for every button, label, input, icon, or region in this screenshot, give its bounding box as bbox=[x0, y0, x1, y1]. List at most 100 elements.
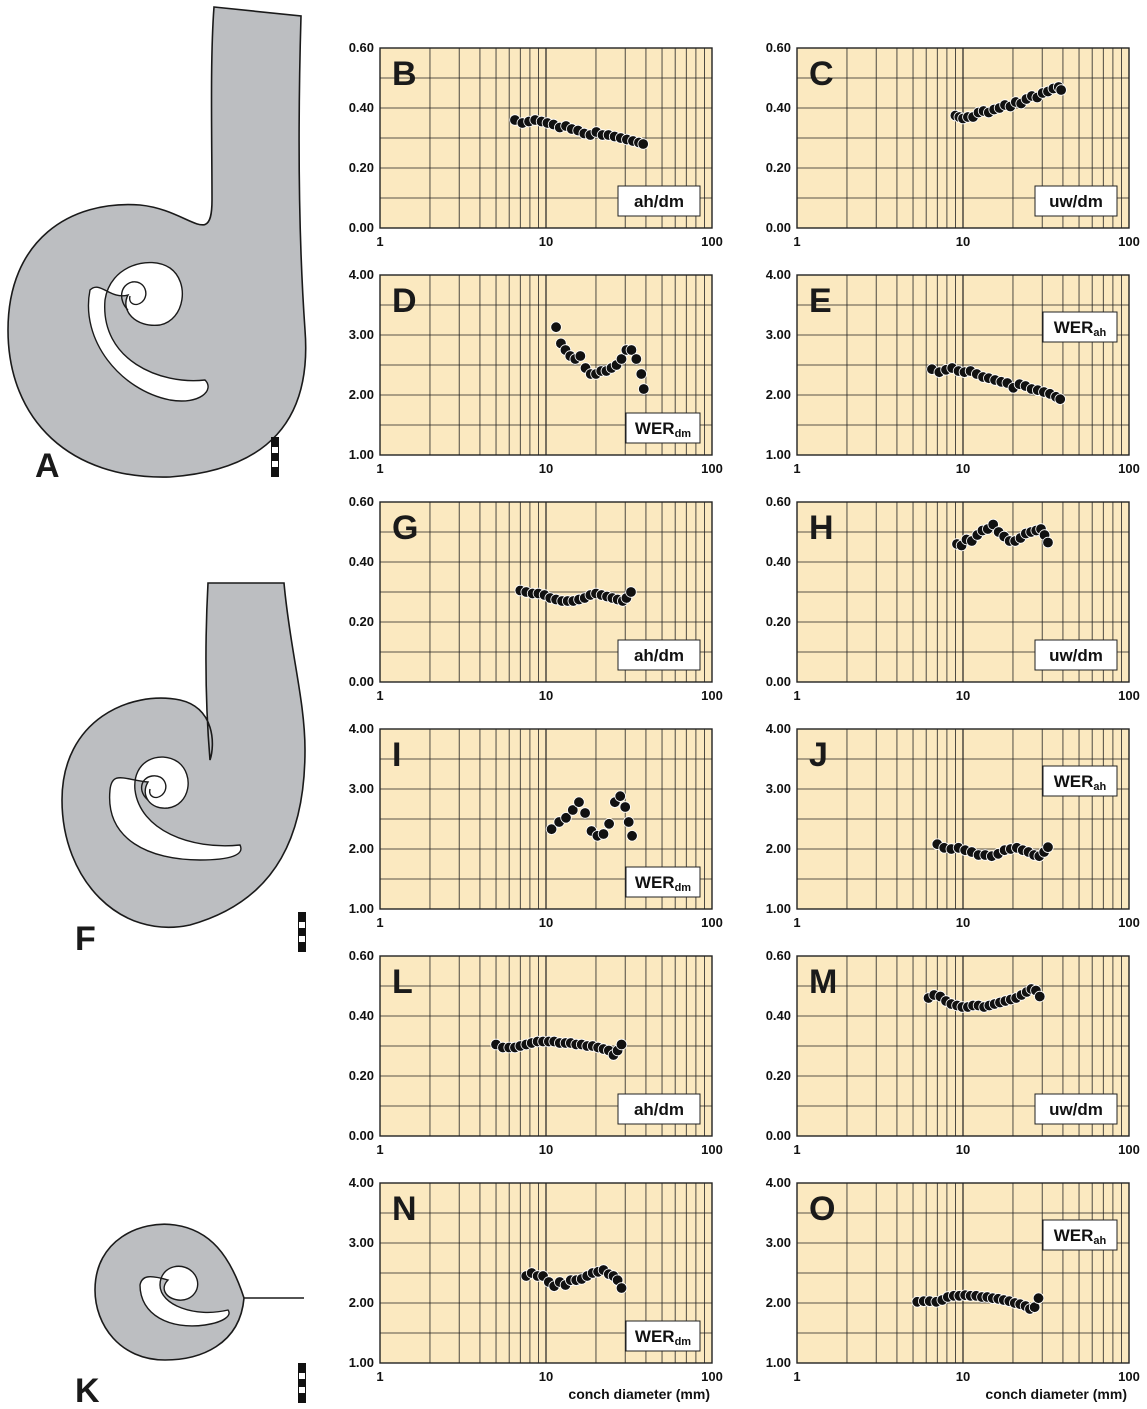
y-tick-label: 1.00 bbox=[349, 1355, 374, 1370]
y-tick-label: 0.20 bbox=[766, 614, 791, 629]
x-tick-label: 10 bbox=[539, 915, 553, 930]
data-point bbox=[574, 350, 587, 362]
data-point bbox=[638, 383, 650, 395]
data-point bbox=[615, 353, 628, 365]
panel-e: 1.00 2.00 3.00 4.00 1 10 100 E WERah bbox=[766, 267, 1140, 476]
x-tick-label: 100 bbox=[701, 234, 723, 249]
data-point bbox=[550, 321, 562, 333]
y-tick-label: 3.00 bbox=[766, 327, 791, 342]
y-tick-label: 4.00 bbox=[766, 267, 791, 282]
y-tick-label: 2.00 bbox=[766, 387, 791, 402]
shell-a-outer bbox=[7, 6, 307, 478]
panel-letter: O bbox=[809, 1190, 835, 1228]
data-point bbox=[567, 804, 579, 816]
specimen-label-k: K bbox=[75, 1372, 100, 1409]
ratio-label: WERdm bbox=[635, 873, 691, 894]
data-point bbox=[625, 344, 638, 356]
shell-a-umbilicus bbox=[87, 261, 209, 402]
panel-letter: C bbox=[809, 55, 834, 93]
y-tick-label: 2.00 bbox=[766, 1295, 791, 1310]
ratio-label-box bbox=[1034, 639, 1118, 671]
y-tick-label: 0.40 bbox=[349, 100, 374, 115]
data-point bbox=[1034, 990, 1046, 1003]
data-point bbox=[1055, 84, 1067, 96]
ratio-label-box bbox=[617, 185, 701, 217]
data-point bbox=[1042, 536, 1054, 549]
panel-j: 1.00 2.00 3.00 4.00 1 10 100 J WERah bbox=[766, 721, 1140, 930]
y-tick-label: 2.00 bbox=[349, 387, 374, 402]
panel-letter: J bbox=[809, 736, 828, 774]
plot-frame bbox=[796, 501, 1130, 683]
panel-n: 1.00 2.00 3.00 4.00 1 10 100 conch diameter (mm… bbox=[349, 1175, 723, 1402]
x-tick-label: 100 bbox=[1118, 234, 1140, 249]
x-tick-label: 10 bbox=[539, 1142, 553, 1157]
charts-group: 0.00 0.20 0.40 0.60 1 10 100 Bah/dm 0.00 0.20 0.40… bbox=[349, 40, 1140, 1402]
shell-drawing-f bbox=[61, 582, 306, 929]
x-tick-label: 10 bbox=[539, 688, 553, 703]
y-tick-label: 0.20 bbox=[349, 614, 374, 629]
y-tick-label: 0.00 bbox=[349, 220, 374, 235]
panel-letter: L bbox=[392, 963, 413, 1001]
y-tick-label: 0.20 bbox=[766, 1068, 791, 1083]
x-tick-label: 10 bbox=[956, 1369, 970, 1384]
x-tick-label: 100 bbox=[701, 915, 723, 930]
y-tick-label: 0.00 bbox=[349, 674, 374, 689]
y-tick-label: 0.40 bbox=[349, 1008, 374, 1023]
y-tick-label: 3.00 bbox=[349, 781, 374, 796]
data-point bbox=[615, 1282, 628, 1294]
plot-frame bbox=[796, 274, 1130, 456]
x-tick-label: 10 bbox=[956, 915, 970, 930]
data-point bbox=[579, 807, 591, 819]
plot-frame bbox=[796, 47, 1130, 229]
data-point bbox=[560, 812, 572, 824]
x-tick-label: 100 bbox=[1118, 915, 1140, 930]
panel-c: 0.00 0.20 0.40 0.60 1 10 100 Cuw/dm bbox=[766, 40, 1140, 249]
data-point bbox=[630, 353, 643, 365]
y-tick-label: 1.00 bbox=[766, 901, 791, 916]
y-tick-label: 4.00 bbox=[766, 721, 791, 736]
y-tick-label: 4.00 bbox=[349, 1175, 374, 1190]
data-point bbox=[615, 1038, 628, 1051]
x-tick-label: 100 bbox=[701, 1369, 723, 1384]
panel-letter: N bbox=[392, 1190, 417, 1228]
data-point bbox=[626, 830, 638, 842]
x-tick-label: 10 bbox=[539, 1369, 553, 1384]
data-point bbox=[625, 586, 637, 598]
data-point bbox=[1054, 393, 1066, 405]
ratio-label: WERah bbox=[1054, 1226, 1107, 1247]
scale-bar-k bbox=[298, 1363, 306, 1403]
panel-l: 0.00 0.20 0.40 0.60 1 10 100 Lah/dm bbox=[349, 948, 723, 1157]
y-tick-label: 1.00 bbox=[349, 447, 374, 462]
x-tick-label: 100 bbox=[1118, 1369, 1140, 1384]
ratio-label: uw/dm bbox=[1049, 1100, 1103, 1119]
x-tick-label: 1 bbox=[376, 1369, 383, 1384]
panel-g: 0.00 0.20 0.40 0.60 1 10 100 Gah/dm bbox=[349, 494, 723, 703]
plot-frame bbox=[379, 955, 713, 1137]
y-tick-label: 4.00 bbox=[766, 1175, 791, 1190]
ratio-label-box bbox=[625, 1320, 701, 1352]
x-tick-label: 1 bbox=[376, 688, 383, 703]
panel-o: 1.00 2.00 3.00 4.00 1 10 100 conch diameter (mm… bbox=[766, 1175, 1140, 1402]
y-tick-label: 4.00 bbox=[349, 267, 374, 282]
y-tick-label: 0.00 bbox=[766, 674, 791, 689]
ratio-label: ah/dm bbox=[634, 1100, 684, 1119]
shell-drawing-k bbox=[94, 1223, 304, 1361]
shell-f-inner-whorl bbox=[141, 775, 167, 801]
panel-letter: I bbox=[392, 736, 401, 774]
ratio-label: ah/dm bbox=[634, 646, 684, 665]
panel-b: 0.00 0.20 0.40 0.60 1 10 100 Bah/dm bbox=[349, 40, 723, 249]
y-tick-label: 1.00 bbox=[766, 1355, 791, 1370]
x-tick-label: 1 bbox=[376, 1142, 383, 1157]
y-tick-label: 0.40 bbox=[766, 100, 791, 115]
x-axis-label: conch diameter (mm) bbox=[568, 1386, 710, 1402]
ratio-label-box bbox=[1042, 311, 1118, 343]
data-point bbox=[1032, 1292, 1045, 1304]
panel-letter: G bbox=[392, 509, 418, 547]
y-tick-label: 3.00 bbox=[349, 327, 374, 342]
x-tick-label: 100 bbox=[1118, 461, 1140, 476]
y-tick-label: 1.00 bbox=[349, 901, 374, 916]
x-tick-label: 10 bbox=[956, 234, 970, 249]
x-tick-label: 1 bbox=[376, 915, 383, 930]
panel-i: 1.00 2.00 3.00 4.00 1 10 100 I WERdm bbox=[349, 721, 723, 930]
